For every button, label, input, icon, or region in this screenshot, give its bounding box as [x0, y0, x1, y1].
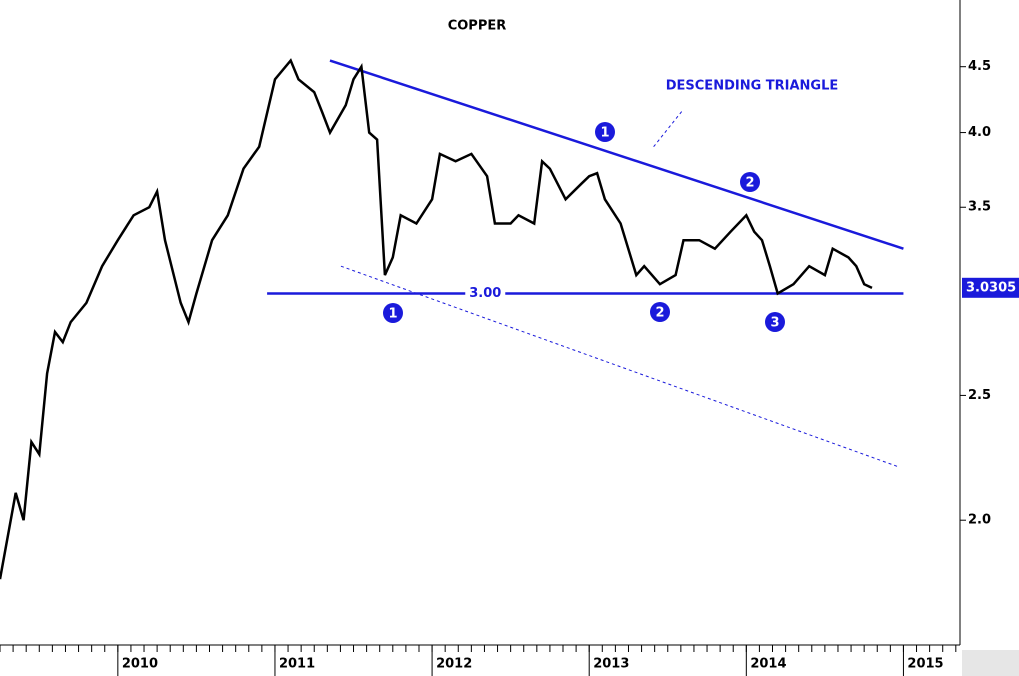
last-price-box: [962, 277, 1019, 298]
corner: [962, 650, 1019, 676]
trendline: [340, 265, 899, 468]
marker-label: 1: [600, 126, 609, 141]
y-tick-label: 4.5: [968, 59, 991, 74]
marker-circle: [740, 172, 760, 192]
last-price-label: 3.0305: [966, 280, 1016, 295]
x-tick-label: 2012: [436, 657, 472, 672]
label-bg: [465, 285, 506, 302]
marker-circle: [650, 302, 670, 322]
trendline: [653, 108, 684, 148]
x-tick-label: 2014: [750, 657, 786, 672]
x-tick-label: 2011: [279, 657, 315, 672]
x-tick-label: 2010: [122, 657, 158, 672]
y-tick-label: 3.5: [968, 200, 991, 215]
annotation: DESCENDING TRIANGLE: [666, 79, 839, 94]
trendline: [329, 59, 904, 250]
price-line: [0, 58, 873, 580]
x-tick-label: 2013: [593, 657, 629, 672]
x-tick-label: 2015: [907, 657, 943, 672]
marker-label: 3: [770, 316, 779, 331]
trendline-label: 3.00: [469, 286, 501, 301]
marker-circle: [765, 312, 785, 332]
marker-label: 2: [655, 306, 664, 321]
marker-circle: [595, 122, 615, 142]
y-tick-label: 2.0: [968, 513, 991, 528]
chart-title: COPPER: [448, 19, 507, 34]
marker-circle: [383, 303, 403, 323]
y-tick-label: 4.0: [968, 125, 991, 140]
marker-label: 1: [388, 307, 397, 322]
y-tick-label: 2.5: [968, 388, 991, 403]
marker-label: 2: [745, 176, 754, 191]
